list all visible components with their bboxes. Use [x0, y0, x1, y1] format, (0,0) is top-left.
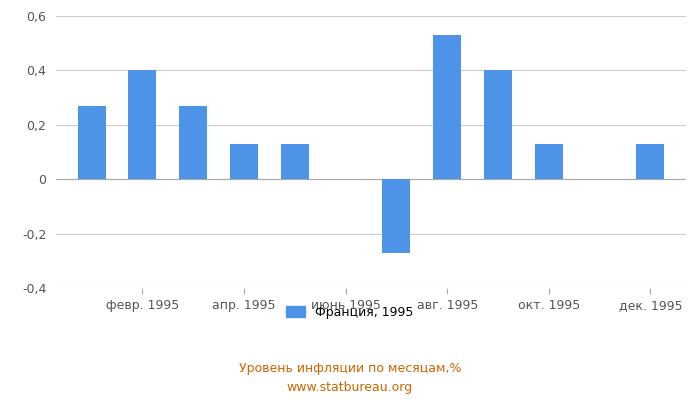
Bar [433, 35, 461, 179]
Bar [78, 106, 106, 179]
Bar [281, 144, 309, 179]
Bar [636, 144, 664, 179]
Bar [382, 179, 410, 253]
Bar [535, 144, 563, 179]
Text: Уровень инфляции по месяцам,%
www.statbureau.org: Уровень инфляции по месяцам,% www.statbu… [239, 362, 461, 394]
Bar [179, 106, 207, 179]
Bar [128, 70, 156, 179]
Legend: Франция, 1995: Франция, 1995 [281, 301, 419, 324]
Bar [230, 144, 258, 179]
Bar [484, 70, 512, 179]
